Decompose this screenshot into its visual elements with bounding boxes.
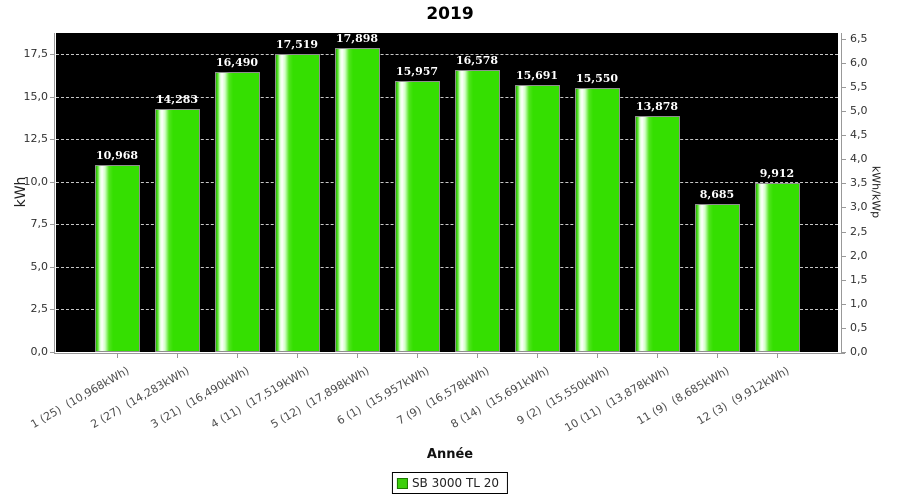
x-tick — [717, 354, 718, 358]
left-tick — [50, 54, 54, 56]
bar-value-label: 15,957 — [395, 65, 439, 78]
right-tick-label: 1,5 — [850, 272, 868, 286]
bar-value-label: 16,578 — [455, 54, 499, 67]
bar-value-label: 10,968 — [95, 149, 139, 162]
right-tick-label: 1,0 — [850, 296, 868, 310]
bar-value-label: 8,685 — [699, 188, 735, 201]
left-tick — [50, 139, 54, 141]
x-tick — [657, 354, 658, 358]
right-tick-label: 2,5 — [850, 224, 868, 238]
bar-month-10[interactable] — [634, 116, 680, 352]
right-tick-label: 6,5 — [850, 31, 868, 45]
x-tick — [417, 354, 418, 358]
bar-value-label: 17,898 — [335, 32, 379, 45]
bar-value-label: 15,550 — [575, 72, 619, 85]
x-tick — [237, 354, 238, 358]
right-axis-line — [841, 33, 842, 354]
bar-month-1[interactable] — [94, 165, 140, 352]
left-tick — [50, 181, 54, 183]
right-tick — [842, 135, 846, 137]
right-tick — [842, 303, 846, 305]
left-tick-label: 2,5 — [30, 302, 49, 316]
left-tick — [50, 96, 54, 98]
left-tick-label: 5,0 — [30, 259, 49, 273]
bar-month-8[interactable] — [514, 85, 560, 352]
right-tick — [842, 207, 846, 209]
left-tick-label: 0,0 — [30, 345, 49, 358]
right-tick — [842, 279, 846, 281]
bar-value-label: 14,283 — [155, 93, 199, 106]
right-tick-label: 4,5 — [850, 128, 868, 142]
left-tick — [50, 266, 54, 268]
x-tick — [537, 354, 538, 358]
legend-series-label: SB 3000 TL 20 — [411, 476, 500, 490]
chart-title: 2019 — [426, 4, 474, 24]
bar-value-label: 13,878 — [635, 100, 679, 113]
gridline — [56, 224, 838, 226]
right-tick — [842, 62, 846, 64]
bar-month-3[interactable] — [214, 72, 260, 352]
x-tick — [297, 354, 298, 358]
legend-box: SB 3000 TL 20 — [391, 472, 509, 494]
plot-area: 10,968 14,283 16,490 17,519 17,898 15,957 16,5… — [56, 32, 838, 352]
right-tick — [842, 183, 846, 185]
x-tick — [177, 354, 178, 358]
bar-month-12[interactable] — [754, 183, 800, 352]
right-tick-label: 4,0 — [850, 152, 868, 166]
right-tick — [842, 231, 846, 233]
x-tick — [597, 354, 598, 358]
bar-month-7[interactable] — [454, 70, 500, 352]
x-tick — [477, 354, 478, 358]
gridline — [56, 181, 838, 183]
left-tick-label: 17,5 — [23, 47, 49, 61]
left-tick — [50, 224, 54, 226]
bar-month-11[interactable] — [694, 204, 740, 352]
right-tick — [842, 327, 846, 329]
right-tick-label: 5,5 — [850, 79, 868, 93]
x-tick — [357, 354, 358, 358]
left-tick — [50, 352, 54, 353]
x-tick — [117, 354, 118, 358]
gridline — [56, 139, 838, 141]
right-tick-label: 5,0 — [850, 104, 868, 118]
bar-value-label: 9,912 — [759, 167, 795, 180]
right-tick — [842, 159, 846, 161]
right-tick-label: 2,0 — [850, 248, 868, 262]
bar-value-label: 15,691 — [515, 69, 559, 82]
left-axis-line — [54, 33, 55, 354]
right-tick — [842, 111, 846, 113]
x-tick — [777, 354, 778, 358]
left-tick-label: 15,0 — [23, 89, 49, 103]
gridline — [56, 54, 838, 56]
legend-color-swatch-icon — [396, 477, 408, 489]
bar-value-label: 17,519 — [275, 38, 319, 51]
right-tick — [842, 86, 846, 88]
right-tick — [842, 255, 846, 257]
x-axis-title: Année — [426, 447, 474, 462]
gridline — [56, 309, 838, 311]
bar-month-6[interactable] — [394, 81, 440, 352]
bar-month-2[interactable] — [154, 109, 200, 352]
bottom-axis-line — [54, 353, 845, 354]
right-axis-title: kWh/kWp — [869, 165, 883, 219]
right-tick-label: 3,5 — [850, 176, 868, 190]
right-tick — [842, 38, 846, 40]
right-tick-label: 0,0 — [850, 345, 868, 358]
bar-month-5[interactable] — [334, 48, 380, 352]
right-tick — [842, 352, 846, 353]
left-tick-label: 10,0 — [23, 174, 49, 188]
gridline — [56, 96, 838, 98]
right-tick-label: 3,0 — [850, 200, 868, 214]
left-tick-label: 12,5 — [23, 132, 49, 146]
bar-month-4[interactable] — [274, 54, 320, 352]
bar-month-9[interactable] — [574, 88, 620, 352]
gridline — [56, 266, 838, 268]
left-tick-label: 7,5 — [30, 217, 49, 231]
bar-value-label: 16,490 — [215, 56, 259, 69]
right-tick-label: 6,0 — [850, 55, 868, 69]
left-tick — [50, 309, 54, 311]
right-tick-label: 0,5 — [850, 320, 868, 334]
